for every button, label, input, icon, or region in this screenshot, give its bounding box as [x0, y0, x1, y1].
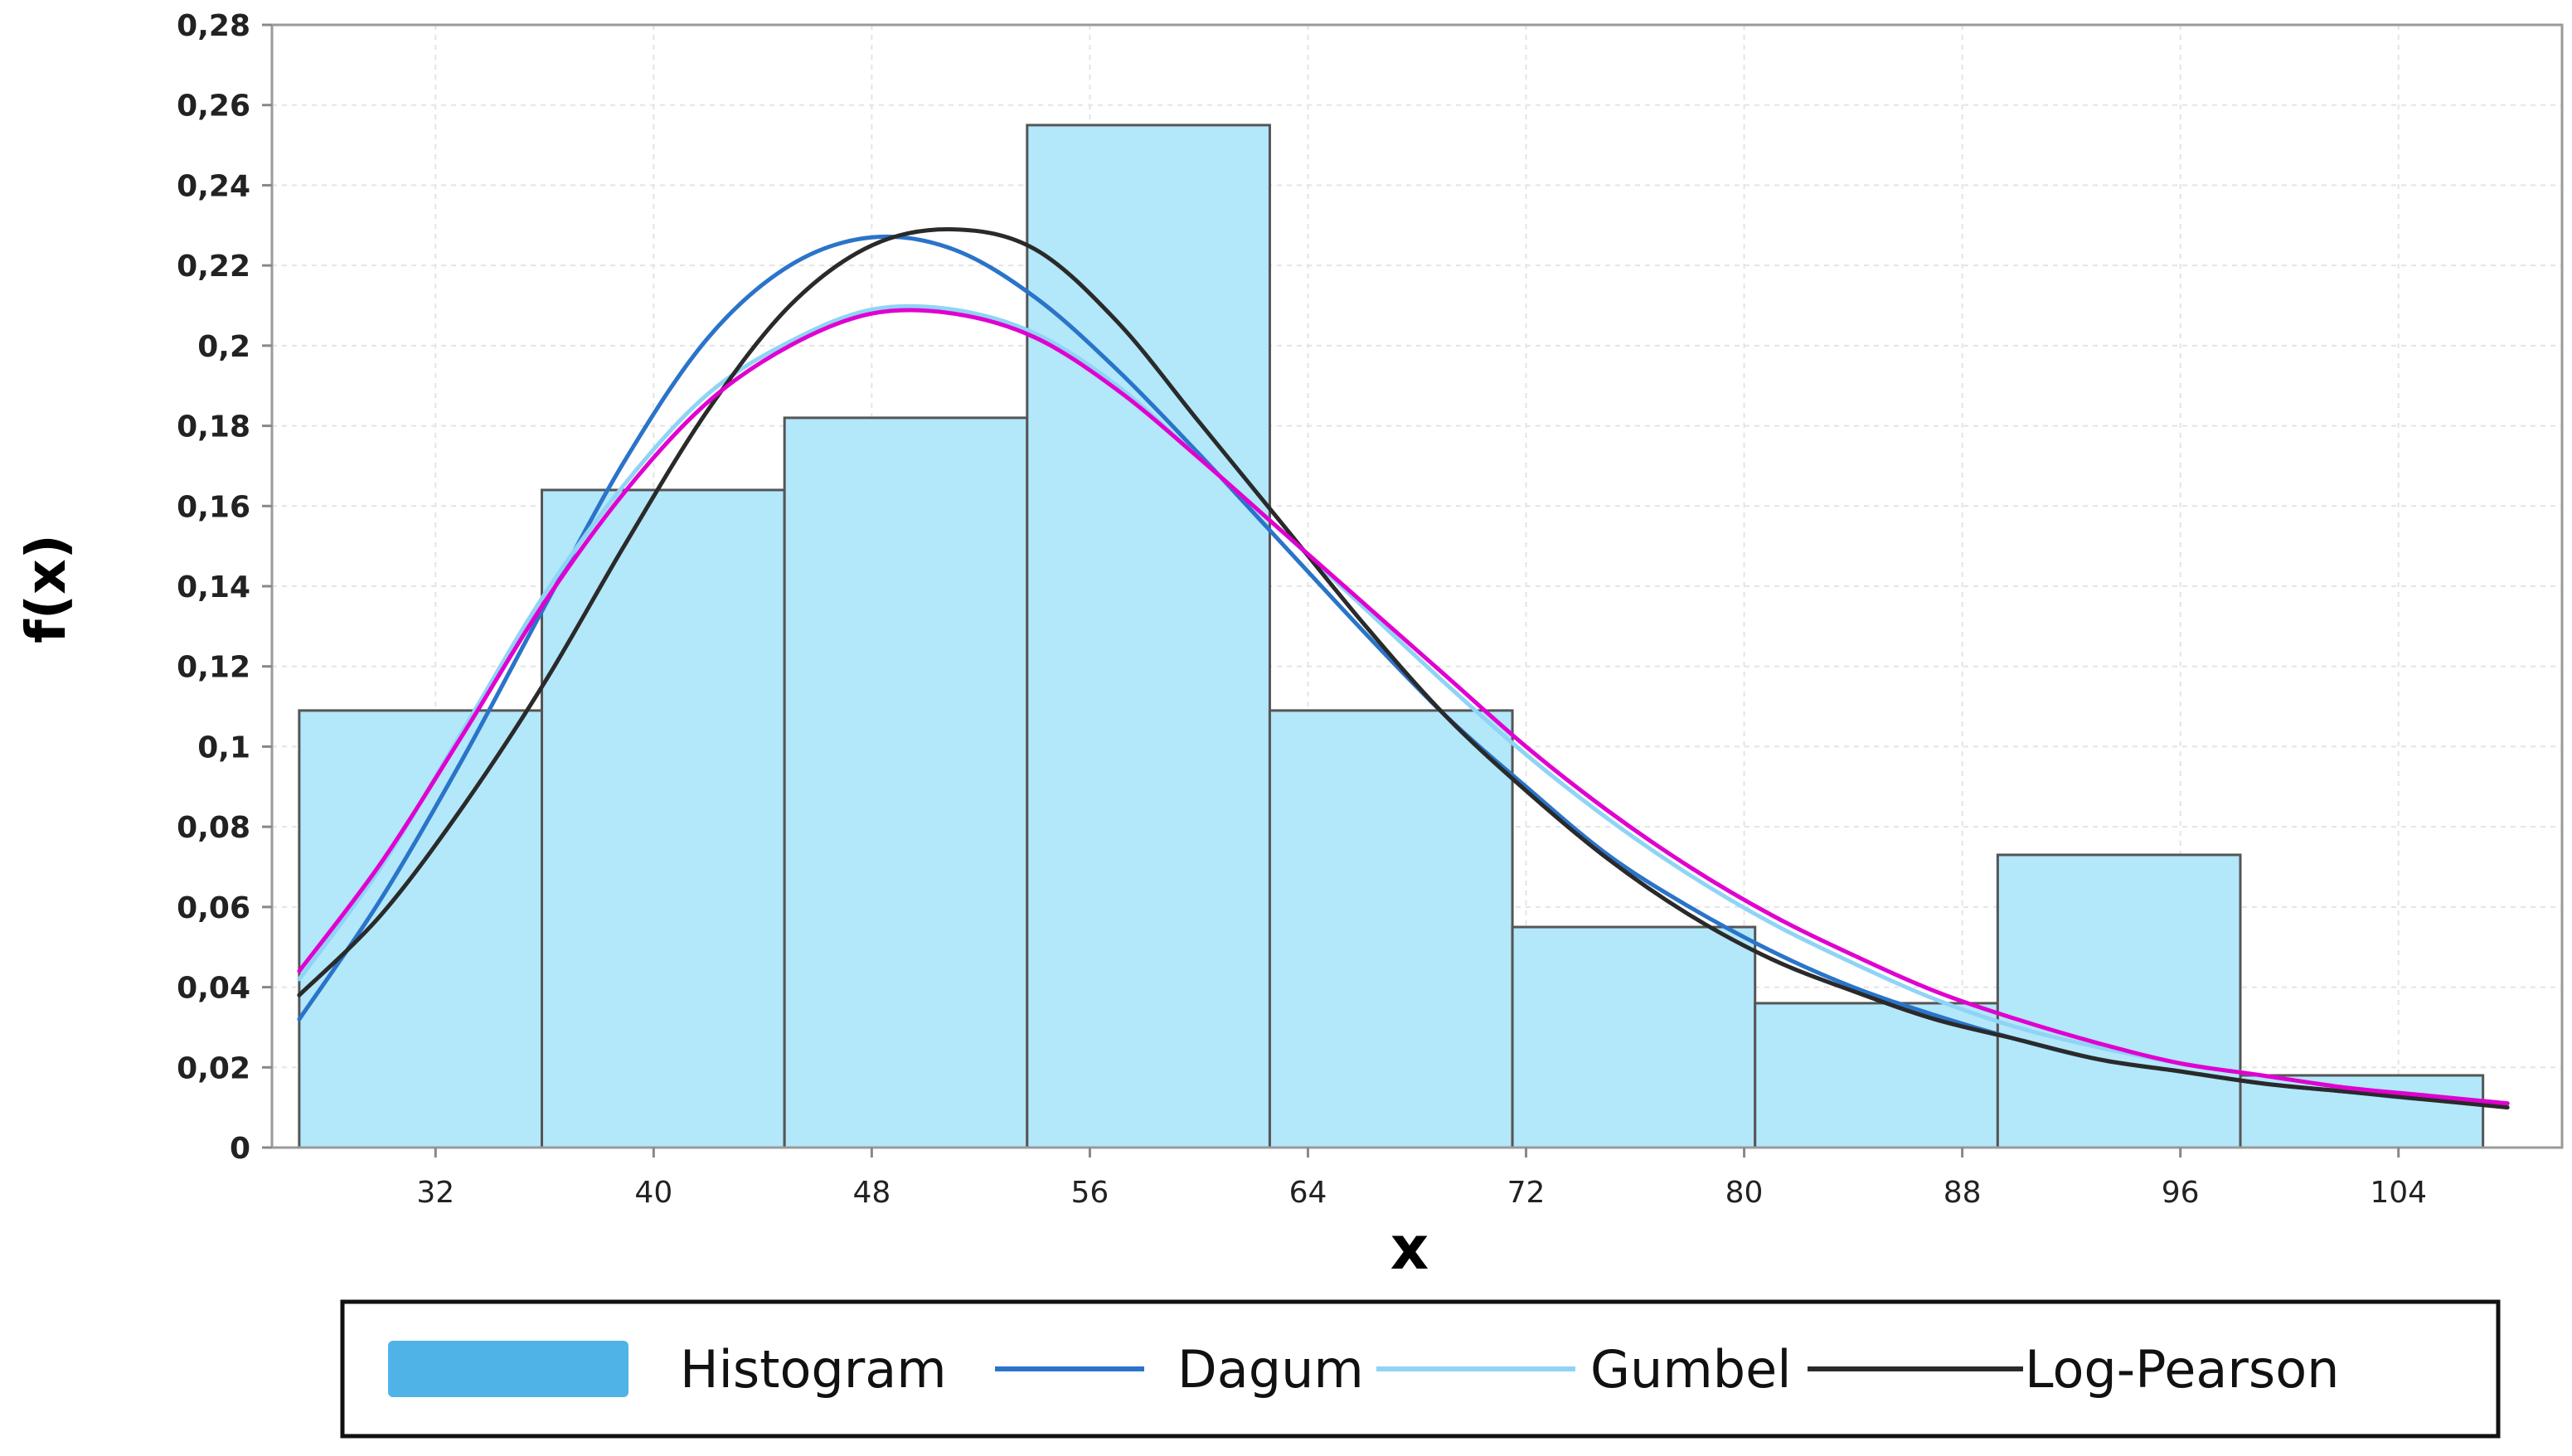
x-tick-label: 104: [2370, 1176, 2427, 1210]
y-tick-label: 0,08: [177, 811, 250, 845]
y-tick-label: 0,22: [177, 250, 250, 284]
histogram-bar-1: [298, 709, 544, 1149]
legend-label: Histogram: [680, 1339, 947, 1400]
y-axis-label: f(x): [14, 534, 78, 643]
gumbel-curve: [297, 303, 2510, 1106]
histogram-bar-8: [1996, 853, 2242, 1149]
histogram-bar-4: [1026, 124, 1271, 1149]
x-tick-label: 88: [1944, 1176, 1982, 1210]
x-axis-label: x: [1390, 1213, 1429, 1283]
y-tick-label: 0,12: [177, 651, 250, 685]
x-tick-label: 32: [416, 1176, 454, 1210]
x-tick-label: 72: [1507, 1176, 1546, 1210]
x-tick-label: 80: [1725, 1176, 1764, 1210]
y-tick-label: 0,02: [177, 1051, 250, 1085]
y-tick-label: 0,1: [197, 730, 250, 764]
x-tick-label: 56: [1071, 1176, 1109, 1210]
y-tick-label: 0,26: [177, 90, 250, 124]
y-tick-label: 0,16: [177, 490, 250, 524]
y-tick-label: 0,18: [177, 410, 250, 444]
legend-label: Dagum: [1177, 1339, 1364, 1400]
x-tick-label: 48: [852, 1176, 890, 1210]
x-tick-label: 64: [1289, 1176, 1327, 1210]
y-tick-label: 0,06: [177, 891, 250, 925]
x-axis-ticks: 32 40 48 56 64 72 80 88 96 104: [416, 1148, 2427, 1210]
legend-log-pearson: Log-Pearson: [1808, 1339, 2339, 1400]
fit-curves: [297, 227, 2510, 1110]
legend-entries: Histogram Dagum Gumbel Log-Pearson: [388, 1339, 2339, 1400]
histogram-bars: [298, 124, 2485, 1149]
y-tick-label: 0,14: [177, 570, 250, 604]
y-tick-label: 0,28: [177, 9, 250, 43]
histogram-bar-5: [1268, 709, 1514, 1149]
y-tick-label: 0,04: [177, 972, 250, 1006]
legend-gumbel: Gumbel: [1376, 1339, 1791, 1400]
legend-label: Log-Pearson: [2025, 1339, 2339, 1400]
histogram-bar-6: [1511, 925, 1757, 1149]
legend-swatch: [388, 1341, 628, 1397]
x-tick-label: 40: [634, 1176, 672, 1210]
histogram-bar-3: [783, 416, 1029, 1149]
y-tick-label: 0,24: [177, 169, 250, 203]
legend-histogram: Histogram: [388, 1339, 947, 1400]
y-axis-ticks: 0 0,02 0,04 0,06 0,08 0,1 0,12 0,14 0,16 0,18 0,2 0…: [177, 9, 272, 1166]
legend-dagum: Dagum: [995, 1339, 1364, 1400]
x-tick-label: 96: [2162, 1176, 2200, 1210]
log-pearson-curve: [297, 227, 2510, 1110]
y-tick-label: 0,2: [197, 330, 250, 364]
y-tick-label: 0: [230, 1132, 250, 1166]
legend: Histogram Dagum Gumbel Log-Pearson: [340, 1299, 2501, 1439]
legend-label: Gumbel: [1590, 1339, 1791, 1400]
magenta-curve: [297, 308, 2510, 1106]
histogram-bar-2: [541, 488, 786, 1149]
